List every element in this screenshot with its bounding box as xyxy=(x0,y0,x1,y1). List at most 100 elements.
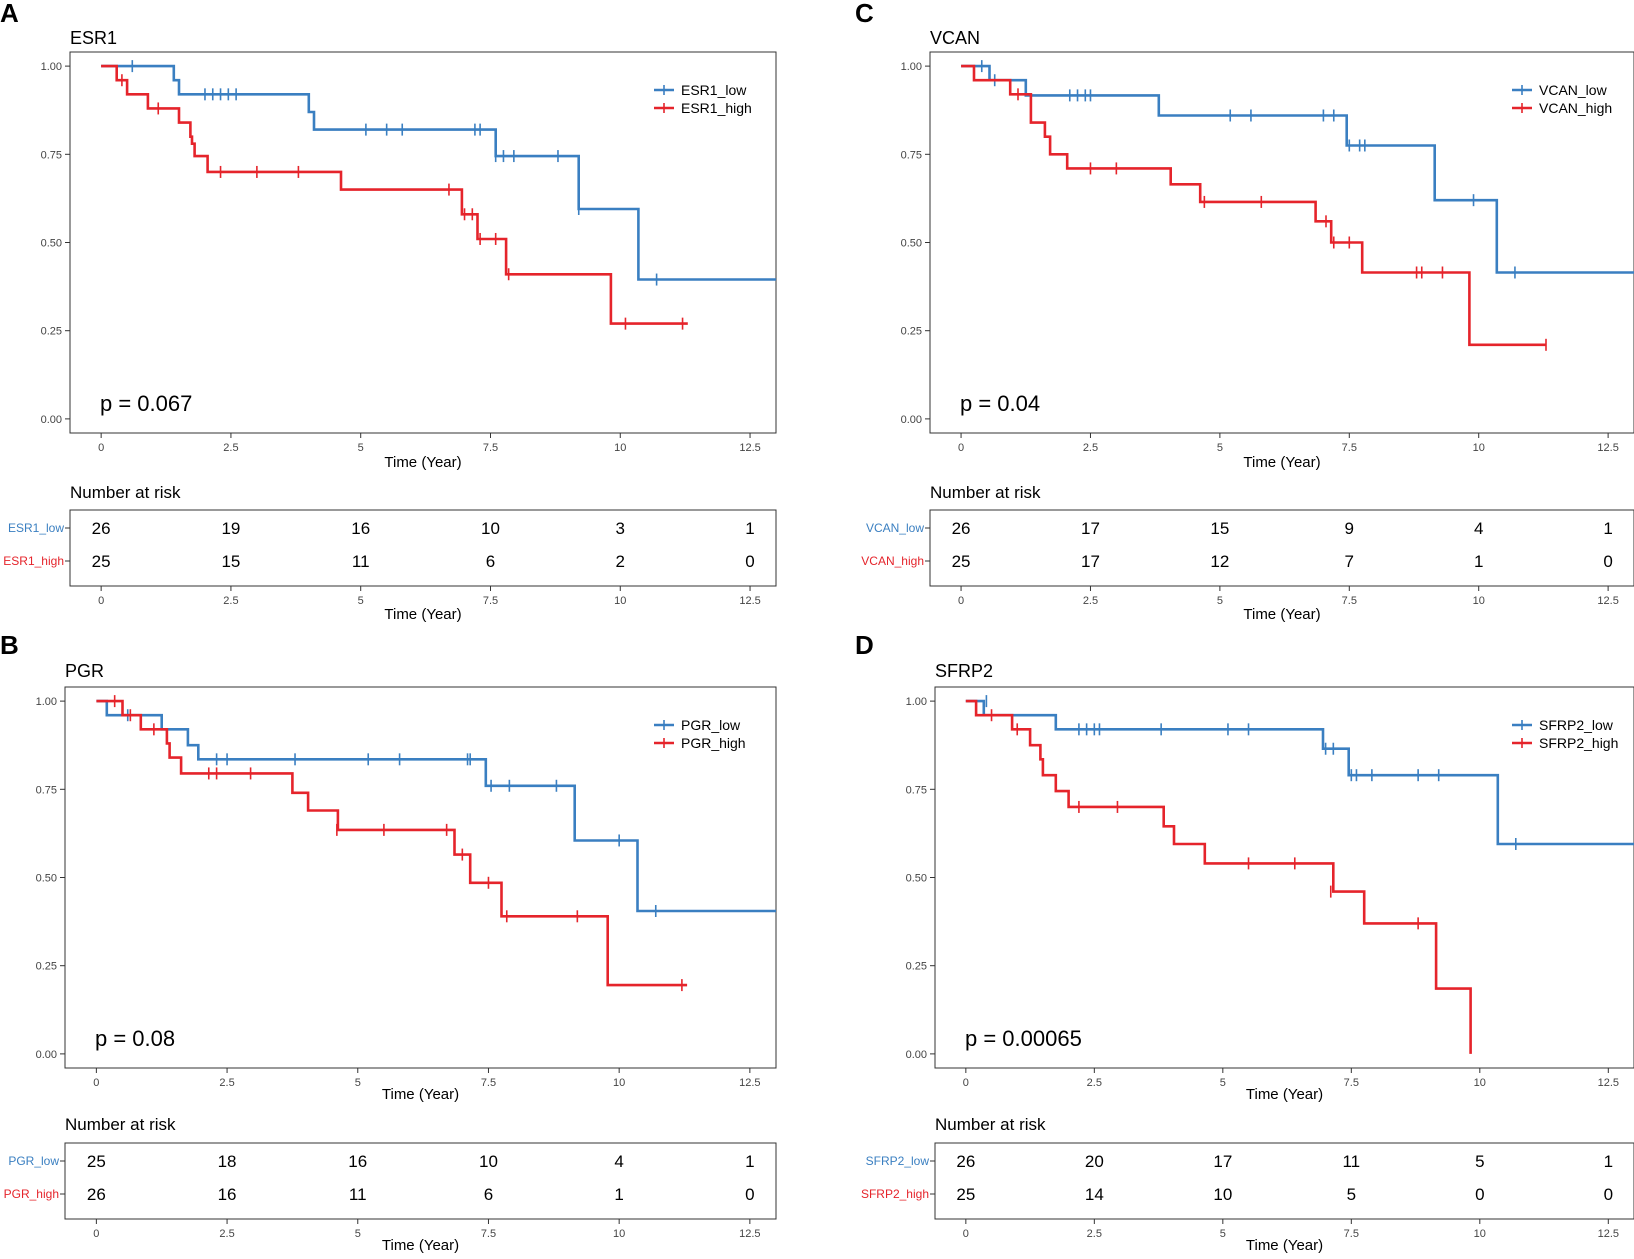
risk-value: 5 xyxy=(1347,1185,1356,1204)
km-series-high xyxy=(965,699,1472,1054)
survival-curve-high xyxy=(961,64,1546,347)
risk-value: 1 xyxy=(614,1185,623,1204)
risk-value: 26 xyxy=(952,519,971,538)
risk-table-frame xyxy=(934,1142,1634,1220)
y-tick-label: 0.00 xyxy=(906,1049,927,1061)
risk-value: 17 xyxy=(1081,519,1100,538)
x-axis-label: Time (Year) xyxy=(384,454,461,471)
plot-title: PGR xyxy=(65,661,104,681)
risk-value: 15 xyxy=(1210,519,1229,538)
risk-table-title: Number at risk xyxy=(70,483,181,502)
risk-x-axis-label: Time (Year) xyxy=(1246,1237,1323,1254)
x-tick-label: 0 xyxy=(93,1077,99,1089)
risk-x-tick-label: 7.5 xyxy=(483,595,498,607)
risk-row-label: VCAN_low xyxy=(866,521,924,535)
y-tick-label: 0.00 xyxy=(901,414,922,426)
risk-table-title: Number at risk xyxy=(65,1115,176,1134)
plot-title: ESR1 xyxy=(70,28,117,48)
survival-curve-high xyxy=(965,699,1472,1054)
risk-value: 9 xyxy=(1345,519,1354,538)
km-series-high xyxy=(961,64,1547,351)
x-tick-label: 10 xyxy=(1473,442,1485,454)
p-value: p = 0.04 xyxy=(960,391,1040,416)
survival-curve-high xyxy=(96,699,688,987)
risk-value: 19 xyxy=(221,519,240,538)
risk-value: 1 xyxy=(745,1152,754,1171)
x-tick-label: 2.5 xyxy=(223,442,238,454)
y-tick-label: 0.50 xyxy=(906,873,927,885)
risk-value: 5 xyxy=(1475,1152,1484,1171)
risk-x-tick-label: 0 xyxy=(98,595,104,607)
km-series-high xyxy=(96,695,688,992)
risk-x-tick-label: 5 xyxy=(1220,1228,1226,1240)
risk-row-label: VCAN_high xyxy=(861,554,924,568)
survival-curve-low xyxy=(96,699,776,913)
y-tick-label: 0.75 xyxy=(36,784,57,796)
x-tick-label: 5 xyxy=(1217,442,1223,454)
y-tick-label: 0.75 xyxy=(901,149,922,161)
x-tick-label: 0 xyxy=(98,442,104,454)
risk-value: 2 xyxy=(616,552,625,571)
risk-x-axis-label: Time (Year) xyxy=(382,1237,459,1254)
x-tick-label: 12.5 xyxy=(739,442,760,454)
y-tick-label: 0.50 xyxy=(901,238,922,250)
y-tick-label: 1.00 xyxy=(906,696,927,708)
risk-table-title: Number at risk xyxy=(935,1115,1046,1134)
risk-value: 17 xyxy=(1213,1152,1232,1171)
risk-value: 12 xyxy=(1210,552,1229,571)
x-tick-label: 5 xyxy=(1220,1077,1226,1089)
risk-x-tick-label: 2.5 xyxy=(1087,1228,1102,1240)
y-tick-label: 0.75 xyxy=(41,149,62,161)
risk-row-label: SFRP2_high xyxy=(861,1187,929,1201)
x-tick-label: 5 xyxy=(358,442,364,454)
x-tick-label: 2.5 xyxy=(1087,1077,1102,1089)
panel-letter: C xyxy=(855,0,874,28)
risk-value: 1 xyxy=(745,519,754,538)
survival-curve-high xyxy=(101,64,688,325)
risk-value: 11 xyxy=(352,552,370,571)
risk-x-tick-label: 2.5 xyxy=(219,1228,234,1240)
risk-row-label: PGR_high xyxy=(4,1187,59,1201)
x-axis-label: Time (Year) xyxy=(1246,1086,1323,1103)
risk-x-tick-label: 10 xyxy=(614,595,626,607)
legend-label: SFRP2_low xyxy=(1539,717,1614,733)
risk-value: 25 xyxy=(952,552,971,571)
risk-x-tick-label: 0 xyxy=(93,1228,99,1240)
risk-value: 4 xyxy=(1474,519,1483,538)
risk-row-label: PGR_low xyxy=(8,1154,59,1168)
risk-value: 17 xyxy=(1081,552,1100,571)
y-tick-label: 0.25 xyxy=(36,961,57,973)
legend-label: VCAN_low xyxy=(1539,82,1608,98)
legend-label: PGR_low xyxy=(681,717,741,733)
risk-value: 0 xyxy=(1475,1185,1484,1204)
risk-value: 16 xyxy=(348,1152,367,1171)
legend-label: VCAN_high xyxy=(1539,100,1612,116)
risk-x-tick-label: 7.5 xyxy=(481,1228,496,1240)
p-value: p = 0.00065 xyxy=(965,1026,1082,1051)
risk-x-tick-label: 12.5 xyxy=(1598,1228,1619,1240)
y-tick-label: 1.00 xyxy=(41,61,62,73)
risk-value: 0 xyxy=(1603,552,1612,571)
risk-value: 14 xyxy=(1085,1185,1104,1204)
risk-value: 15 xyxy=(221,552,240,571)
risk-x-tick-label: 10 xyxy=(613,1228,625,1240)
x-tick-label: 0 xyxy=(958,442,964,454)
p-value: p = 0.067 xyxy=(100,391,192,416)
risk-row-label: ESR1_high xyxy=(3,554,64,568)
y-tick-label: 0.25 xyxy=(906,961,927,973)
risk-value: 20 xyxy=(1085,1152,1104,1171)
risk-x-tick-label: 0 xyxy=(963,1228,969,1240)
risk-value: 10 xyxy=(479,1152,498,1171)
risk-value: 26 xyxy=(92,519,111,538)
km-series-low xyxy=(965,695,1634,850)
y-tick-label: 1.00 xyxy=(36,696,57,708)
y-tick-label: 1.00 xyxy=(901,61,922,73)
risk-x-axis-label: Time (Year) xyxy=(384,606,461,623)
x-tick-label: 5 xyxy=(355,1077,361,1089)
risk-value: 4 xyxy=(614,1152,623,1171)
x-tick-label: 7.5 xyxy=(483,442,498,454)
risk-value: 11 xyxy=(349,1185,367,1204)
